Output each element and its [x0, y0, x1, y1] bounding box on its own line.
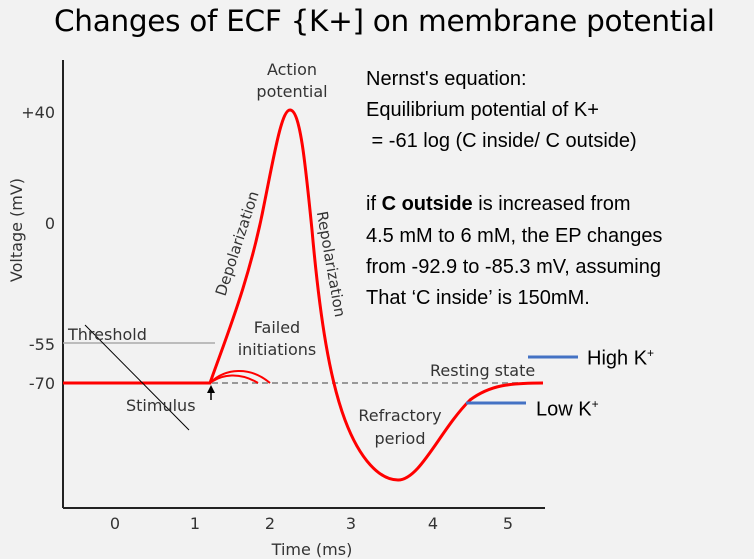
slide-title: Changes of ECF {K+] on membrane potentia… — [54, 4, 715, 38]
note-line-7: That ‘C inside’ is 150mM. — [366, 287, 590, 309]
low-k-label: Low K+ — [536, 397, 599, 422]
label-failed: Failed — [254, 318, 300, 337]
y-tick-0: 0 — [45, 214, 55, 233]
note-line-4: if C outside is increased from — [366, 193, 631, 216]
y-tick-minus70: -70 — [29, 374, 55, 393]
label-stimulus: Stimulus — [126, 396, 196, 415]
note-line-2: Equilibrium potential of K+ — [366, 99, 599, 121]
label-threshold: Threshold — [67, 325, 147, 344]
note-line-4-bold: C outside — [381, 193, 473, 215]
low-k-sup: + — [591, 397, 599, 411]
note-line-6: from -92.9 to -85.3 mV, assuming — [366, 256, 661, 278]
low-k-text: Low K — [536, 398, 592, 421]
annotation-slash-line — [84, 324, 190, 431]
label-initiations: initiations — [238, 340, 317, 359]
label-action: Action — [267, 60, 317, 79]
high-k-text: High K — [587, 347, 648, 370]
x-tick-0: 0 — [110, 514, 120, 533]
label-repolarization: Repolarization — [313, 210, 349, 319]
y-axis-label: Voltage (mV) — [7, 178, 26, 282]
y-tick-minus55: -55 — [29, 335, 55, 354]
y-tick-40: +40 — [21, 103, 55, 122]
label-refractory: Refractory — [358, 406, 441, 425]
x-tick-5: 5 — [503, 514, 513, 533]
x-tick-1: 1 — [190, 514, 200, 533]
label-resting-state: Resting state — [430, 361, 535, 380]
label-period: period — [375, 429, 426, 448]
stimulus-arrow-head — [207, 385, 215, 393]
failed-initiation-curve — [209, 374, 259, 384]
high-k-label: High K+ — [587, 346, 654, 371]
note-line-5: 4.5 mM to 6 mM, the EP changes — [366, 225, 663, 247]
note-line-3: = -61 log (C inside/ C outside) — [366, 130, 637, 152]
note-line-4-post: is increased from — [472, 193, 631, 215]
high-k-sup: + — [647, 346, 655, 360]
action-potential-curve — [63, 108, 544, 482]
x-tick-3: 3 — [346, 514, 356, 533]
x-tick-2: 2 — [265, 514, 275, 533]
x-axis-label: Time (ms) — [271, 540, 353, 559]
note-line-4-pre: if — [366, 193, 382, 215]
label-potential: potential — [256, 82, 327, 101]
x-tick-4: 4 — [428, 514, 438, 533]
note-line-1: Nernst's equation: — [366, 68, 527, 90]
